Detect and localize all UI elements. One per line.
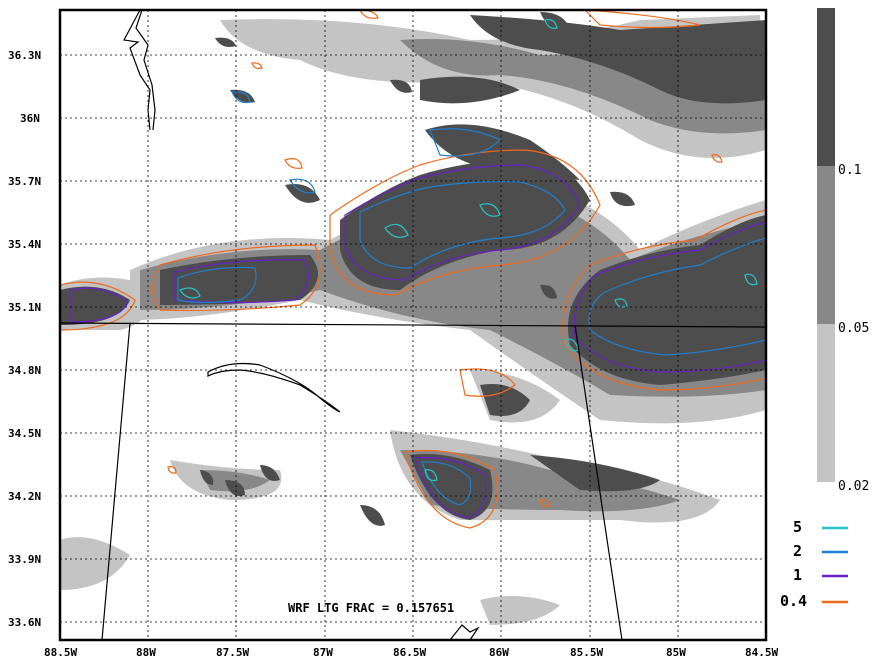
lon-label: 88.5W: [44, 646, 77, 659]
lat-label: 34.8N: [8, 364, 41, 377]
contour-2: [177, 91, 766, 506]
longitude-labels: 88.5W 88W 87.5W 87W 86.5W 86W 85.5W 85W …: [44, 646, 778, 659]
colorbar-label: 0.02: [838, 479, 869, 494]
legend-label: 0.4: [780, 592, 807, 610]
lat-label: 34.2N: [8, 490, 41, 503]
contour-legend: 5 2 1 0.4: [780, 518, 848, 610]
lon-label: 85W: [666, 646, 686, 659]
river-north: [123, 10, 151, 131]
state-border-right: [574, 324, 623, 640]
contour-0.4: [60, 10, 766, 529]
colorbar-segment-light: [817, 324, 835, 482]
lat-label: 33.9N: [8, 553, 41, 566]
colorbar-label: 0.1: [838, 163, 861, 178]
colorbar-label: 0.05: [838, 321, 869, 336]
latitude-labels: 36.3N 36N 35.7N 35.4N 35.1N 34.8N 34.5N …: [8, 49, 41, 629]
river-north-2: [135, 10, 156, 131]
lon-label: 86.5W: [393, 646, 426, 659]
legend-label: 2: [793, 542, 802, 560]
plot-frame: [58, 8, 768, 642]
lon-label: 84.5W: [745, 646, 778, 659]
lon-label: 87.5W: [216, 646, 249, 659]
lon-label: 86W: [489, 646, 509, 659]
colorbar-segment-medium: [817, 166, 835, 324]
annotation-ltg-frac: WRF LTG FRAC = 0.157651: [288, 601, 454, 615]
lat-label: 35.4N: [8, 238, 41, 251]
state-border-left: [101, 322, 131, 640]
contours: [60, 10, 766, 529]
lake: [207, 362, 341, 413]
contour-5: [179, 19, 758, 482]
lon-label: 85.5W: [570, 646, 603, 659]
lon-label: 88W: [136, 646, 156, 659]
colorbar-segment-dark: [817, 8, 835, 166]
legend-label: 1: [793, 566, 802, 584]
small-feature: [449, 624, 480, 640]
state-border-horizontal: [60, 322, 766, 328]
lon-label: 87W: [313, 646, 333, 659]
lat-label: 35.7N: [8, 175, 41, 188]
lat-label: 35.1N: [8, 301, 41, 314]
lat-label: 34.5N: [8, 427, 41, 440]
colorbar: 0.1 0.05 0.02: [817, 8, 869, 494]
lat-label: 36.3N: [8, 49, 41, 62]
lat-label: 36N: [20, 112, 40, 125]
boundaries: [60, 10, 766, 640]
lat-label: 33.6N: [8, 616, 41, 629]
legend-label: 5: [793, 518, 802, 536]
